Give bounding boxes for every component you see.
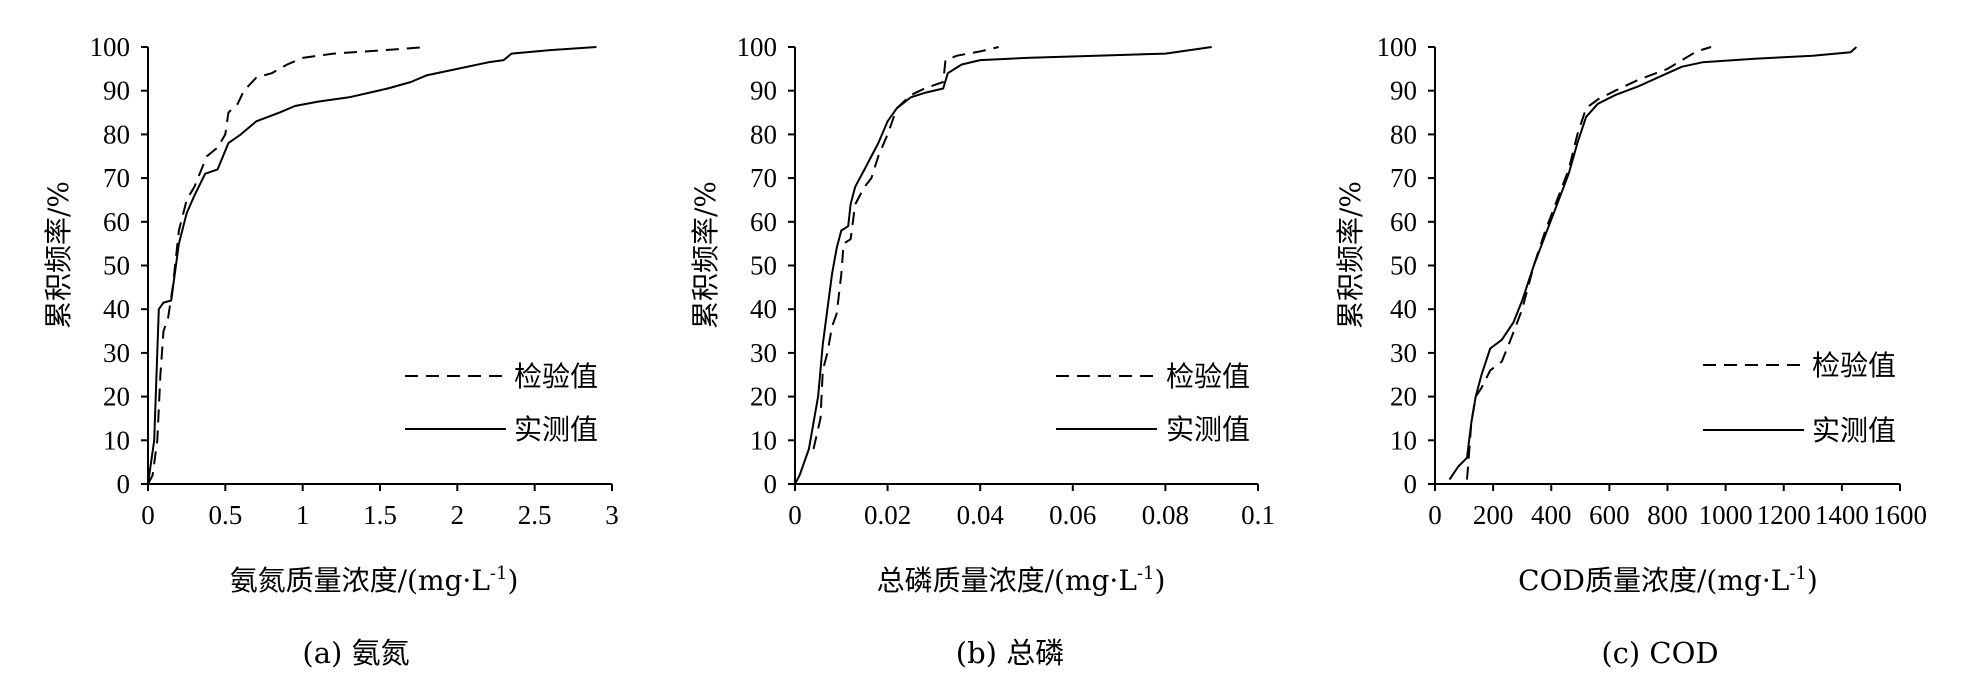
y-axis-label-total-phosphorus: 累积频率/% [689, 181, 722, 329]
y-tick-label: 30 [103, 338, 130, 368]
legend-label-measured: 实测值 [514, 413, 598, 446]
y-tick-label: 50 [1390, 251, 1417, 281]
x-tick-label: 0.5 [208, 500, 242, 530]
y-tick-label: 100 [1377, 32, 1418, 62]
x-axis-label-sup: -1 [1137, 563, 1155, 584]
series-line-measured-ammonia-nitrogen [147, 46, 597, 485]
y-tick-label: 70 [1390, 163, 1417, 193]
x-tick-label: 1400 [1815, 500, 1869, 530]
x-tick-label: 0.06 [1049, 500, 1096, 530]
x-tick-label: 1600 [1873, 500, 1927, 530]
legend-label-test: 检验值 [1812, 349, 1896, 382]
y-tick-label: 90 [103, 76, 130, 106]
legend-label-test: 检验值 [1166, 360, 1250, 393]
y-tick-label: 90 [1390, 76, 1417, 106]
x-tick-label: 0 [141, 500, 155, 530]
y-tick-label: 30 [1390, 338, 1417, 368]
x-axis-label-sup: -1 [1789, 563, 1807, 584]
panel-total-phosphorus: 0 10 20 30 40 50 60 70 80 90 100 0 0.02 0.04 0.06 0.08 0… [689, 32, 1275, 670]
legend-label-test: 检验值 [514, 360, 598, 393]
x-axis-label-main: COD质量浓度/(mg·L [1518, 564, 1789, 597]
x-axis-label-main: 氨氮质量浓度/(mg·L [230, 564, 490, 597]
y-tick-label: 70 [750, 163, 777, 193]
y-tick-label: 10 [750, 425, 777, 455]
y-tick-label: 10 [103, 425, 130, 455]
y-axis-label-ammonia-nitrogen: 累积频率/% [42, 181, 75, 329]
caption-cod: (c) COD [1601, 636, 1718, 670]
y-tick-label: 100 [737, 32, 778, 62]
y-tick-label: 30 [750, 338, 777, 368]
x-tick-label: 0.1 [1241, 500, 1275, 530]
y-tick-label: 40 [1390, 294, 1417, 324]
legend-ammonia-nitrogen: 检验值 实测值 [405, 360, 598, 446]
y-tick-label: 60 [103, 207, 130, 237]
x-tick-label: 2 [451, 500, 465, 530]
x-tick-label: 0.02 [864, 500, 911, 530]
series-line-measured-cod [1448, 46, 1858, 481]
x-axis-label-sup: -1 [490, 563, 508, 584]
y-tick-label: 20 [1390, 382, 1417, 412]
y-tick-label: 0 [117, 469, 131, 499]
y-tick-label: 10 [1390, 425, 1417, 455]
series-line-test-cod [1466, 46, 1712, 480]
y-tick-label: 50 [103, 251, 130, 281]
x-tick-label: 2.5 [518, 500, 552, 530]
x-axis-label-cod: COD质量浓度/(mg·L-1) [1518, 563, 1818, 597]
panel-ammonia-nitrogen: 0 10 20 30 40 50 60 70 80 90 100 0 0.5 1 1.5 2 2.5 3 累积频率… [42, 32, 619, 670]
series-line-test-ammonia-nitrogen [147, 46, 427, 485]
x-axis-label-end: ) [1154, 564, 1165, 597]
y-tick-label: 20 [103, 382, 130, 412]
x-tick-label: 0.08 [1142, 500, 1189, 530]
caption-total-phosphorus: (b) 总磷 [956, 636, 1064, 670]
y-tick-label: 40 [103, 294, 130, 324]
y-tick-label: 70 [103, 163, 130, 193]
x-tick-label: 800 [1647, 500, 1688, 530]
y-tick-label: 40 [750, 294, 777, 324]
x-tick-label: 0 [788, 500, 802, 530]
series-line-test-total-phosphorus [812, 46, 999, 450]
x-tick-label: 0 [1428, 500, 1442, 530]
y-axis-label-cod: 累积频率/% [1334, 181, 1367, 329]
x-axis-label-end: ) [1807, 564, 1818, 597]
x-tick-label: 1200 [1757, 500, 1811, 530]
y-tick-label: 60 [1390, 207, 1417, 237]
legend-label-measured: 实测值 [1812, 414, 1896, 447]
axes-total-phosphorus: 0 10 20 30 40 50 60 70 80 90 100 0 0.02 0.04 0.06 0.08 0… [737, 32, 1275, 530]
legend-label-measured: 实测值 [1166, 413, 1250, 446]
series-layer-ammonia-nitrogen [147, 46, 597, 485]
y-tick-label: 80 [103, 119, 130, 149]
series-layer-total-phosphorus [794, 46, 1212, 485]
y-tick-label: 0 [1404, 469, 1418, 499]
x-tick-label: 1.5 [363, 500, 397, 530]
x-tick-label: 600 [1589, 500, 1630, 530]
series-line-measured-total-phosphorus [794, 46, 1212, 485]
y-tick-label: 100 [90, 32, 131, 62]
x-tick-label: 400 [1531, 500, 1572, 530]
x-axis-label-ammonia-nitrogen: 氨氮质量浓度/(mg·L-1) [230, 563, 519, 597]
x-axis-label-main: 总磷质量浓度/(mg·L [877, 564, 1137, 597]
caption-ammonia-nitrogen: (a) 氨氮 [302, 636, 409, 670]
x-tick-label: 200 [1473, 500, 1514, 530]
y-tick-label: 50 [750, 251, 777, 281]
legend-cod: 检验值 实测值 [1703, 349, 1896, 447]
x-tick-label: 3 [605, 500, 619, 530]
y-tick-label: 80 [750, 119, 777, 149]
y-tick-label: 60 [750, 207, 777, 237]
y-tick-label: 0 [764, 469, 778, 499]
y-tick-label: 90 [750, 76, 777, 106]
series-layer-cod [1448, 46, 1858, 481]
x-axis-label-total-phosphorus: 总磷质量浓度/(mg·L-1) [877, 563, 1166, 597]
x-tick-label: 1000 [1699, 500, 1753, 530]
axes-ammonia-nitrogen: 0 10 20 30 40 50 60 70 80 90 100 0 0.5 1 1.5 2 2.5 3 [90, 32, 619, 530]
x-axis-label-end: ) [507, 564, 518, 597]
x-tick-label: 0.04 [957, 500, 1005, 530]
y-tick-label: 80 [1390, 119, 1417, 149]
legend-total-phosphorus: 检验值 实测值 [1056, 360, 1250, 446]
y-tick-label: 20 [750, 382, 777, 412]
x-tick-label: 1 [296, 500, 310, 530]
